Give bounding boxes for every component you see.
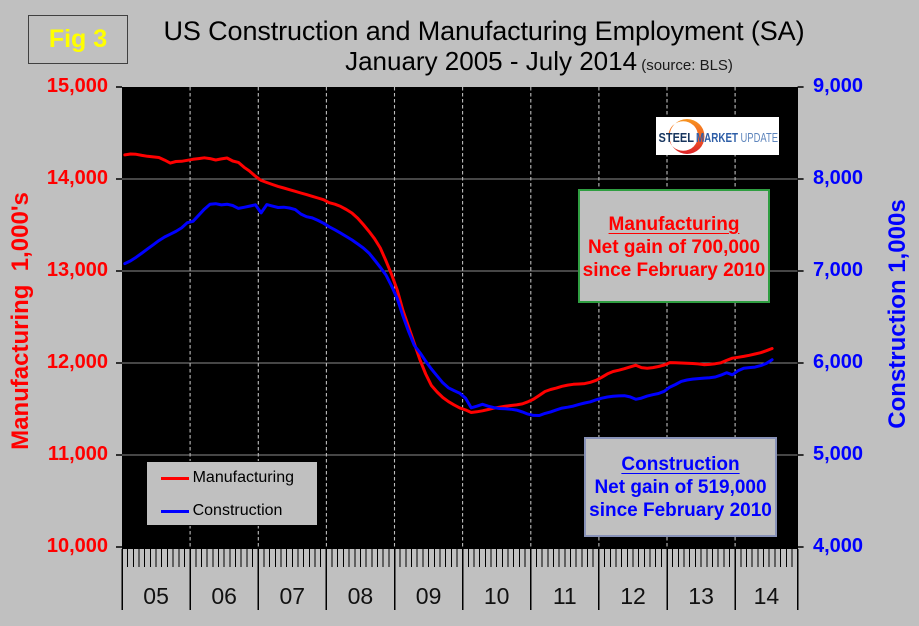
svg-text:MARKET: MARKET [696,130,738,145]
svg-text:STEEL: STEEL [659,130,695,145]
svg-text:UPDATE: UPDATE [741,130,779,145]
